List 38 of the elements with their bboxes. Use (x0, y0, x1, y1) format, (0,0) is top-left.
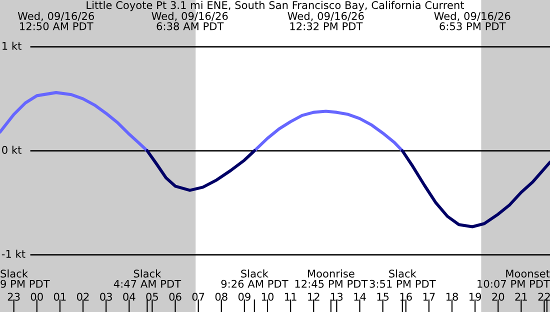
y-tick-label: 1 kt (2, 42, 22, 50)
x-tick-label: 19 (469, 292, 482, 301)
x-tick-label: 21 (515, 292, 527, 301)
y-tick-label: 0 kt (2, 146, 22, 154)
x-tick-label: 09 (238, 292, 250, 301)
annotation: Wed, 09/16/26 6:53 PM PDT (434, 12, 510, 30)
annotation: Slack 4:47 AM PDT (114, 269, 182, 288)
x-tick-label: 00 (30, 292, 43, 301)
x-tick-label: 06 (169, 292, 182, 301)
x-tick-label: 05 (146, 292, 158, 301)
x-tick-label: 16 (400, 292, 412, 301)
annotation: Slack 9:26 AM PDT (221, 269, 288, 288)
annotation: Moonset 10:07 PM PDT (478, 270, 550, 288)
annotation: Moonrise 12:45 PM PDT (295, 269, 368, 288)
x-tick-label: 03 (100, 292, 112, 301)
x-tick-label: 20 (492, 292, 504, 301)
x-tick-label: 15 (377, 292, 389, 301)
x-tick-label: 17 (423, 292, 435, 301)
x-tick-label: 23 (8, 292, 20, 301)
x-tick-label: 13 (331, 292, 343, 301)
annotation: Wed, 09/16/26 12:32 PM PDT (288, 12, 364, 30)
annotation: Slack 3:51 PM PDT (370, 269, 436, 288)
chart-title: Little Coyote Pt 3.1 mi ENE, South San Francisco Bay, California Current (86, 0, 464, 12)
annotation: Wed, 09/16/26 12:50 AM PDT (18, 12, 94, 30)
annotation: Wed, 09/16/26 6:38 AM PDT (152, 12, 228, 30)
annotation: Slack 9 PM PDT (0, 269, 50, 288)
x-tick-label: 22 (538, 292, 550, 301)
x-tick-label: 08 (215, 292, 228, 301)
x-tick-label: 11 (285, 292, 296, 301)
x-tick-label: 10 (262, 292, 274, 301)
x-tick-label: 01 (54, 292, 66, 301)
y-tick-label: -1 kt (2, 250, 26, 258)
x-tick-label: 04 (123, 292, 136, 301)
x-tick-label: 02 (77, 292, 89, 301)
x-tick-label: 18 (446, 292, 458, 301)
x-tick-label: 07 (192, 292, 204, 301)
x-tick-label: 14 (354, 292, 366, 301)
x-tick-label: 12 (308, 292, 320, 301)
